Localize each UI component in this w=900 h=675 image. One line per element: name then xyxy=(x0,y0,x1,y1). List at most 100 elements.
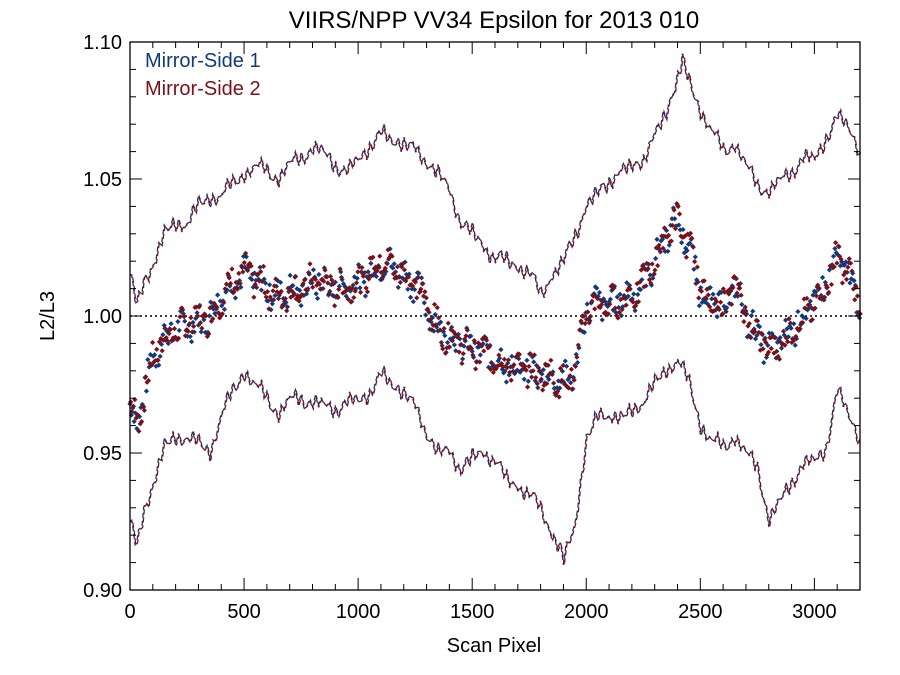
point-mirror-side-1 xyxy=(531,359,537,365)
point-mirror-side-2 xyxy=(629,296,635,303)
point-mirror-side-1 xyxy=(851,278,857,284)
point-mirror-side-1 xyxy=(423,312,429,318)
point-mirror-side-2 xyxy=(206,331,212,337)
point-mirror-side-1 xyxy=(157,353,163,359)
point-mirror-side-1 xyxy=(695,279,701,285)
point-mirror-side-1 xyxy=(427,326,433,332)
point-mirror-side-2 xyxy=(770,333,776,340)
point-mirror-side-1 xyxy=(316,271,322,278)
point-mirror-side-1 xyxy=(168,321,174,327)
point-mirror-side-2 xyxy=(716,306,722,313)
point-mirror-side-1 xyxy=(412,286,418,293)
point-mirror-side-2 xyxy=(653,245,659,251)
point-mirror-side-2 xyxy=(802,305,809,312)
point-mirror-side-1 xyxy=(699,299,705,306)
point-mirror-side-2 xyxy=(196,304,202,310)
point-mirror-side-2 xyxy=(262,290,268,296)
point-mirror-side-2 xyxy=(546,371,553,377)
point-mirror-side-1 xyxy=(829,262,835,268)
point-mirror-side-2 xyxy=(652,267,658,273)
point-mirror-side-2 xyxy=(692,259,698,265)
point-mirror-side-2 xyxy=(730,285,736,291)
point-mirror-side-1 xyxy=(480,341,486,347)
point-mirror-side-2 xyxy=(615,315,621,321)
point-mirror-side-1 xyxy=(470,354,477,360)
point-mirror-side-2 xyxy=(270,288,276,294)
point-mirror-side-1 xyxy=(486,364,492,370)
point-mirror-side-1 xyxy=(680,226,686,233)
point-mirror-side-2 xyxy=(571,377,577,383)
point-mirror-side-1 xyxy=(677,227,683,233)
point-mirror-side-2 xyxy=(463,333,469,339)
point-mirror-side-1 xyxy=(574,359,581,366)
point-mirror-side-1 xyxy=(314,295,321,302)
point-mirror-side-2 xyxy=(800,320,806,326)
point-mirror-side-2 xyxy=(827,263,833,269)
point-mirror-side-2 xyxy=(167,327,173,333)
point-mirror-side-2 xyxy=(418,286,424,292)
point-mirror-side-2 xyxy=(644,260,650,266)
point-mirror-side-2 xyxy=(839,280,846,286)
point-mirror-side-1 xyxy=(429,315,436,321)
point-mirror-side-2 xyxy=(353,280,360,286)
point-mirror-side-2 xyxy=(352,288,358,294)
point-mirror-side-2 xyxy=(189,329,195,335)
point-mirror-side-2 xyxy=(846,256,852,262)
point-mirror-side-1 xyxy=(791,321,797,327)
point-mirror-side-2 xyxy=(448,327,454,333)
point-mirror-side-1 xyxy=(272,292,278,299)
point-mirror-side-2 xyxy=(842,269,848,275)
point-mirror-side-1 xyxy=(258,287,264,293)
point-mirror-side-2 xyxy=(575,342,581,348)
point-mirror-side-2 xyxy=(344,286,350,292)
point-mirror-side-1 xyxy=(769,330,775,337)
point-mirror-side-2 xyxy=(397,279,403,285)
point-mirror-side-2 xyxy=(845,264,851,270)
point-mirror-side-1 xyxy=(403,271,410,278)
point-mirror-side-2 xyxy=(129,408,135,415)
point-mirror-side-2 xyxy=(742,304,748,310)
point-mirror-side-1 xyxy=(662,248,668,255)
point-mirror-side-2 xyxy=(779,341,785,348)
point-mirror-side-1 xyxy=(724,305,730,311)
point-mirror-side-2 xyxy=(188,315,194,321)
point-mirror-side-1 xyxy=(136,413,143,420)
point-mirror-side-2 xyxy=(538,376,544,382)
point-mirror-side-2 xyxy=(735,281,742,287)
point-mirror-side-1 xyxy=(562,358,568,364)
point-mirror-side-2 xyxy=(141,407,147,413)
point-mirror-side-1 xyxy=(705,301,711,307)
point-mirror-side-1 xyxy=(265,298,271,304)
point-mirror-side-1 xyxy=(418,275,425,281)
point-mirror-side-2 xyxy=(219,311,225,317)
point-mirror-side-1 xyxy=(850,270,856,276)
point-mirror-side-1 xyxy=(783,317,789,323)
point-mirror-side-2 xyxy=(835,243,841,249)
point-mirror-side-2 xyxy=(545,362,551,368)
point-mirror-side-1 xyxy=(605,303,611,310)
point-mirror-side-2 xyxy=(806,302,813,308)
point-mirror-side-2 xyxy=(337,266,343,272)
point-mirror-side-2 xyxy=(130,403,137,409)
point-mirror-side-2 xyxy=(312,276,319,282)
point-mirror-side-2 xyxy=(433,322,439,328)
point-mirror-side-2 xyxy=(429,327,435,333)
point-mirror-side-2 xyxy=(533,374,539,381)
point-mirror-side-2 xyxy=(401,267,408,273)
point-mirror-side-1 xyxy=(390,265,396,271)
point-mirror-side-1 xyxy=(495,358,501,364)
axes: 0 500 1000 1500 2000 2500 3000 0.90 0.95 1.00 1.05… xyxy=(83,32,861,623)
point-mirror-side-2 xyxy=(334,293,340,299)
point-mirror-side-2 xyxy=(234,286,241,292)
point-mirror-side-2 xyxy=(587,313,594,319)
point-mirror-side-2 xyxy=(696,295,702,301)
point-mirror-side-1 xyxy=(381,271,388,277)
point-mirror-side-2 xyxy=(672,226,679,232)
point-mirror-side-2 xyxy=(771,350,777,356)
point-mirror-side-2 xyxy=(666,232,672,238)
point-mirror-side-2 xyxy=(540,387,546,393)
point-mirror-side-2 xyxy=(605,311,611,317)
point-mirror-side-1 xyxy=(665,248,671,254)
point-mirror-side-2 xyxy=(838,256,844,262)
point-mirror-side-2 xyxy=(782,342,788,348)
